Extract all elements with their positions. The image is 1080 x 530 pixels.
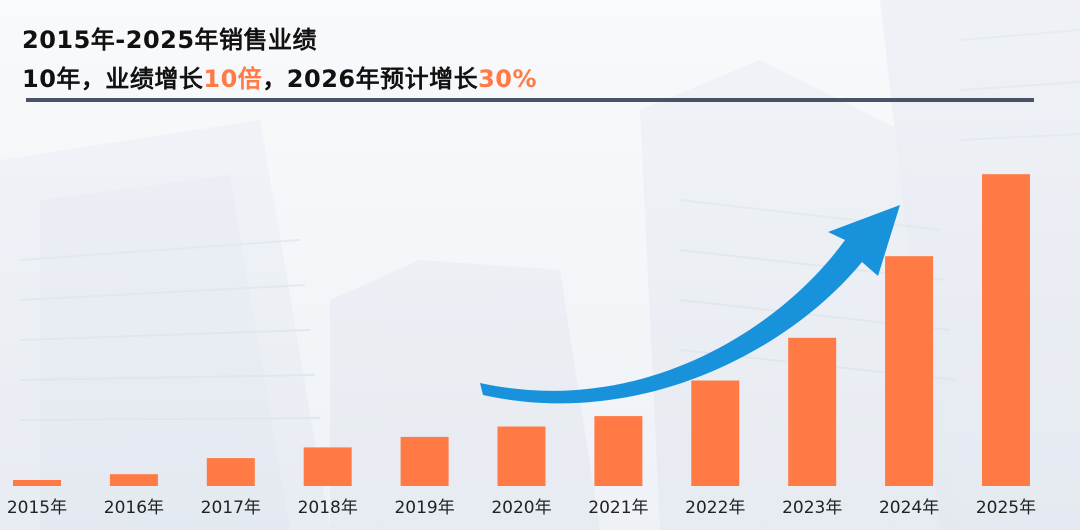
x-tick-label-8: 2023年 [782, 498, 842, 518]
bar-3 [303, 447, 352, 486]
headline-subtitle: 10年，业绩增长10倍，2026年预计增长30% [22, 59, 537, 94]
subtitle-text-2: ，2026年预计增长 [262, 65, 479, 93]
x-tick-label-6: 2021年 [588, 498, 648, 518]
bar-9 [885, 256, 934, 486]
bars-group [13, 174, 1030, 486]
bar-6 [594, 416, 643, 486]
x-tick-label-0: 2015年 [7, 498, 67, 518]
trend-arrow [480, 205, 900, 404]
x-tick-label-10: 2025年 [976, 498, 1036, 518]
x-tick-label-3: 2018年 [298, 498, 358, 518]
x-tick-label-1: 2016年 [104, 498, 164, 518]
x-tick-label-9: 2024年 [879, 498, 939, 518]
x-axis-labels: 2015年 2016年 2017年 2018年 2019年 2020年 2021年 2022年… [7, 498, 1036, 518]
x-tick-label-2: 2017年 [201, 498, 261, 518]
title-divider [26, 98, 1034, 102]
bar-2 [206, 458, 255, 486]
forecast-growth-highlight: 30% [478, 65, 538, 93]
subtitle-text-1: 10年，业绩增长 [22, 65, 204, 93]
bar-8 [788, 337, 837, 486]
bar-5 [497, 426, 546, 486]
x-tick-label-4: 2019年 [394, 498, 454, 518]
bar-0 [13, 480, 61, 486]
bar-1 [109, 474, 158, 486]
bar-4 [400, 436, 449, 486]
bar-10 [982, 174, 1030, 486]
x-tick-label-7: 2022年 [685, 498, 745, 518]
x-tick-label-5: 2020年 [491, 498, 551, 518]
headline-title: 2015年-2025年销售业绩 [22, 26, 318, 54]
growth-multiple-highlight: 10倍 [203, 65, 263, 93]
bar-7 [691, 380, 740, 486]
